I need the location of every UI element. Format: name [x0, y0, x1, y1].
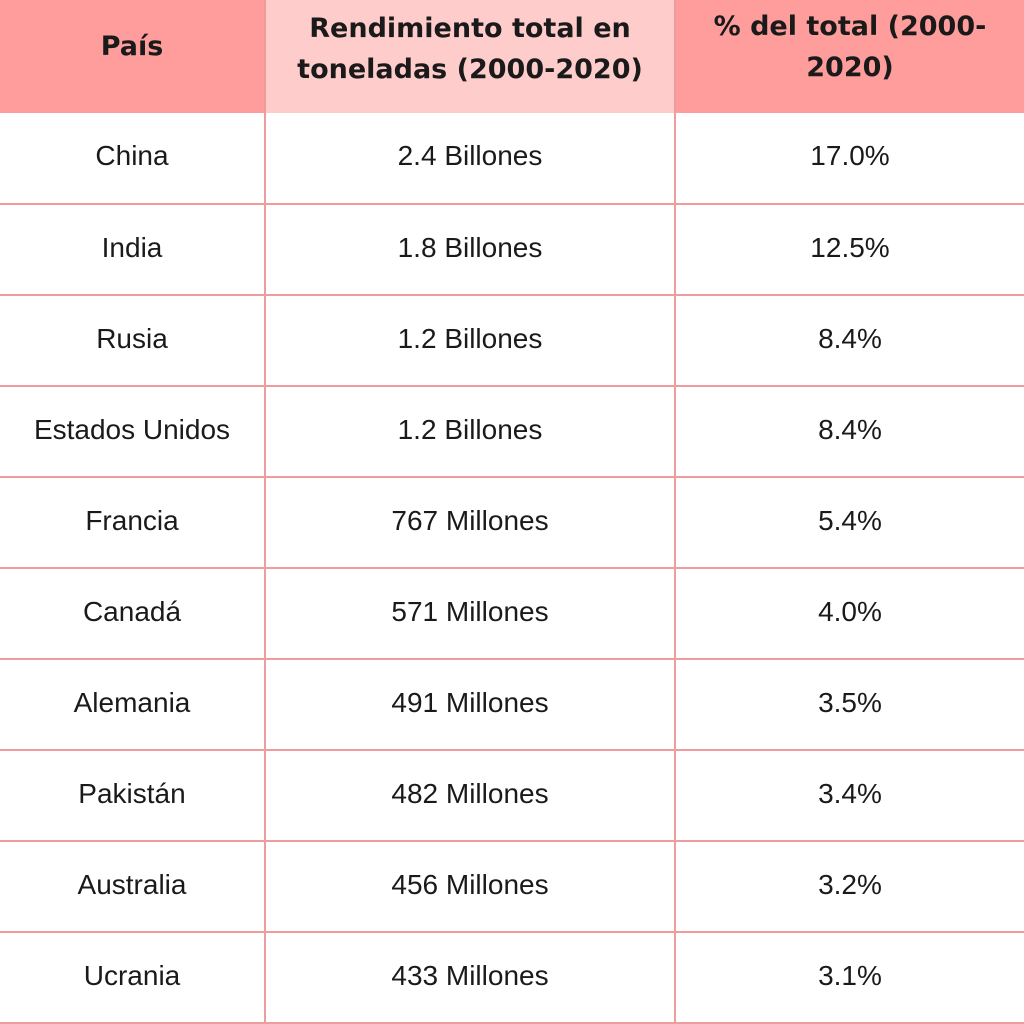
cell-country: Australia: [0, 841, 266, 933]
cell-percent: 5.4%: [675, 477, 1024, 569]
cell-percent: 12.5%: [675, 204, 1024, 296]
cell-total-yield: 1.2 Billones: [265, 295, 676, 387]
cell-total-yield: 1.2 Billones: [265, 386, 676, 478]
cell-country: China: [0, 113, 266, 205]
cell-country: Canadá: [0, 568, 266, 660]
cell-country: Francia: [0, 477, 266, 569]
cell-percent: 3.4%: [675, 750, 1024, 842]
cell-total-yield: 2.4 Billones: [265, 113, 676, 205]
table-row: Rusia 1.2 Billones 8.4%: [0, 295, 1024, 387]
cell-total-yield: 491 Millones: [265, 659, 676, 751]
cell-total-yield: 482 Millones: [265, 750, 676, 842]
cell-percent: 4.0%: [675, 568, 1024, 660]
header-row: País Rendimiento total en toneladas (200…: [0, 0, 1024, 113]
cell-percent: 3.5%: [675, 659, 1024, 751]
cell-country: Estados Unidos: [0, 386, 266, 478]
header-total-yield: Rendimiento total en toneladas (2000-202…: [265, 0, 676, 113]
cell-country: Pakistán: [0, 750, 266, 842]
cell-percent: 8.4%: [675, 386, 1024, 478]
cell-total-yield: 456 Millones: [265, 841, 676, 933]
cell-country: Ucrania: [0, 932, 266, 1024]
cell-percent: 17.0%: [675, 113, 1024, 205]
cell-percent: 8.4%: [675, 295, 1024, 387]
table-row: Estados Unidos 1.2 Billones 8.4%: [0, 386, 1024, 478]
cell-country: Rusia: [0, 295, 266, 387]
cell-total-yield: 571 Millones: [265, 568, 676, 660]
cell-percent: 3.2%: [675, 841, 1024, 933]
table-row: Ucrania 433 Millones 3.1%: [0, 932, 1024, 1024]
table-row: Australia 456 Millones 3.2%: [0, 841, 1024, 933]
header-percent-total: % del total (2000-2020): [675, 0, 1024, 113]
table-row: Alemania 491 Millones 3.5%: [0, 659, 1024, 751]
table-row: India 1.8 Billones 12.5%: [0, 204, 1024, 296]
table-row: China 2.4 Billones 17.0%: [0, 113, 1024, 205]
cell-total-yield: 1.8 Billones: [265, 204, 676, 296]
cell-total-yield: 433 Millones: [265, 932, 676, 1024]
header-country: País: [0, 0, 266, 113]
cell-percent: 3.1%: [675, 932, 1024, 1024]
cell-country: Alemania: [0, 659, 266, 751]
cell-total-yield: 767 Millones: [265, 477, 676, 569]
table-row: Francia 767 Millones 5.4%: [0, 477, 1024, 569]
table-row: Pakistán 482 Millones 3.4%: [0, 750, 1024, 842]
cell-country: India: [0, 204, 266, 296]
table-row: Canadá 571 Millones 4.0%: [0, 568, 1024, 660]
